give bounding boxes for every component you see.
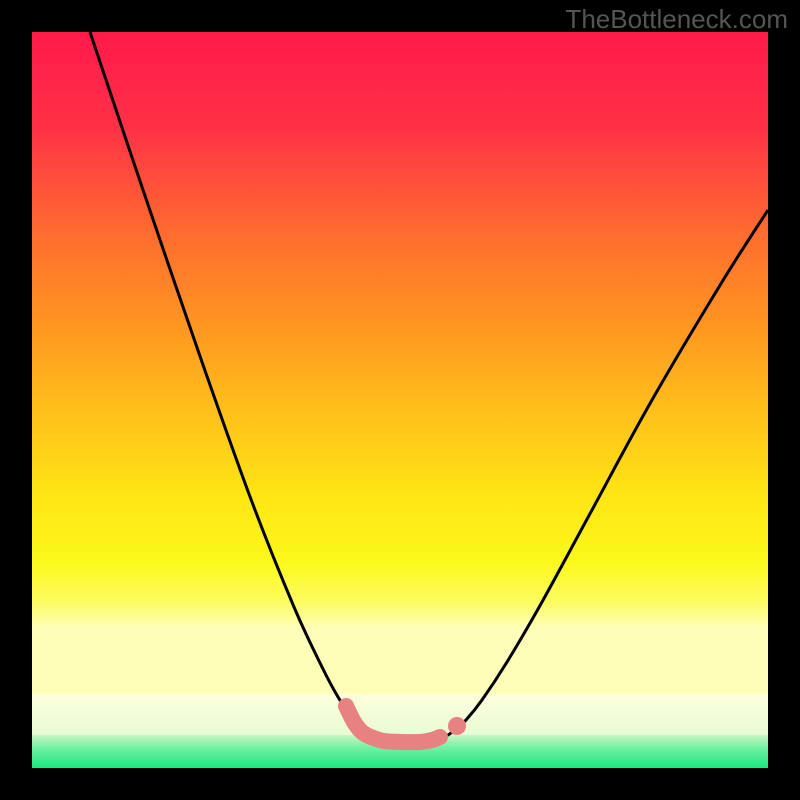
bottleneck-pink-dot xyxy=(448,717,466,735)
bottleneck-curve-black xyxy=(90,32,768,741)
chart-frame: TheBottleneck.com xyxy=(0,0,800,800)
curve-svg xyxy=(32,32,768,768)
plot-area xyxy=(32,32,768,768)
watermark-text: TheBottleneck.com xyxy=(565,4,788,35)
bottleneck-floor-pink xyxy=(346,706,440,742)
